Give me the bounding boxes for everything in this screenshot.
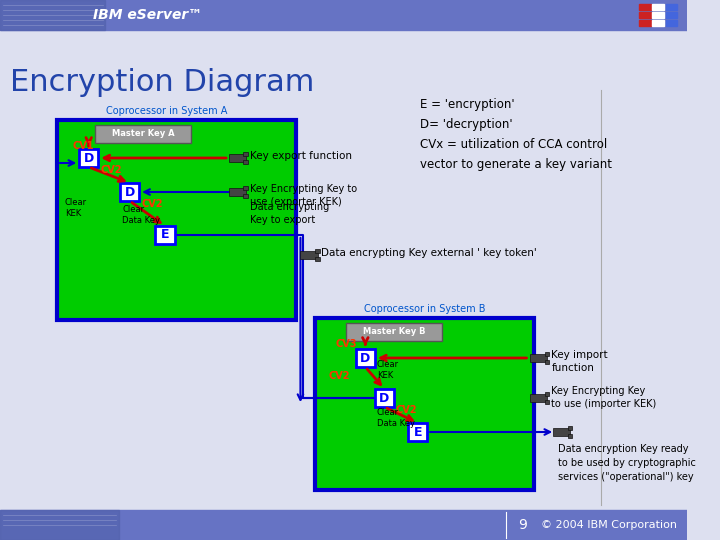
Bar [0,510,120,540]
Bar [408,423,427,441]
Bar [531,394,547,402]
Text: Clear
Data Key: Clear Data Key [122,205,160,225]
Bar [315,249,320,253]
Text: Key Encrypting Key to
use (exporter KEK): Key Encrypting Key to use (exporter KEK) [250,184,357,207]
Text: Data encrypting
Key to export: Data encrypting Key to export [250,202,329,225]
Bar [229,188,246,196]
Bar [315,318,534,490]
Bar [0,0,687,30]
Text: CV3: CV3 [336,339,357,349]
Text: Master Key B: Master Key B [363,327,426,336]
Bar [57,120,296,320]
Bar [666,12,678,18]
Bar [639,4,650,10]
Text: © 2004 IBM Corporation: © 2004 IBM Corporation [541,520,677,530]
Text: Clear
Data Key: Clear Data Key [377,408,415,428]
Text: E = 'encryption'
D= 'decryption'
CVx = utilization of CCA control
vector to gene: E = 'encryption' D= 'decryption' CVx = u… [420,98,612,171]
Bar [666,4,678,10]
Text: IBM eServer™: IBM eServer™ [94,8,202,22]
Bar [243,160,248,164]
Bar [375,389,394,407]
Bar [639,20,650,26]
Bar [156,226,174,244]
Bar [243,194,248,198]
Bar [553,428,570,436]
Bar [567,426,572,430]
Text: CV1: CV1 [73,141,94,151]
Text: CV2: CV2 [141,199,163,209]
Text: Coprocessor in System A: Coprocessor in System A [107,106,228,116]
Text: 9: 9 [518,518,527,532]
Text: Key export function: Key export function [250,151,352,161]
Text: Coprocessor in System B: Coprocessor in System B [364,304,485,314]
Text: D: D [379,392,390,404]
Bar [544,392,549,396]
Text: CV2: CV2 [100,165,122,175]
Text: Data encryption Key ready
to be used by cryptographic
services ("operational") k: Data encryption Key ready to be used by … [558,444,696,482]
Bar [666,20,678,26]
Text: E: E [413,426,422,438]
Bar [243,186,248,190]
Bar [0,0,105,30]
Text: Master Key A: Master Key A [112,130,174,138]
Bar [639,12,650,18]
Bar [356,349,375,367]
Bar [229,154,246,162]
Text: Clear
KEK: Clear KEK [65,198,87,218]
Bar [544,400,549,404]
Text: CV2: CV2 [396,405,418,415]
Bar [0,510,687,540]
Text: Key Encrypting Key
to use (importer KEK): Key Encrypting Key to use (importer KEK) [552,386,657,409]
Bar [315,257,320,261]
Text: CV2: CV2 [328,371,350,381]
Bar [652,4,664,10]
Bar [79,149,98,167]
Bar [567,434,572,438]
Bar [243,152,248,156]
Bar [300,251,318,259]
Bar [652,20,664,26]
Text: D: D [360,352,370,365]
Bar [531,354,547,362]
Text: Key import
function: Key import function [552,350,608,373]
Bar [652,12,664,18]
Bar [544,360,549,364]
Bar [95,125,191,143]
Bar [544,352,549,356]
Bar [120,183,139,201]
Text: Data encrypting Key external ' key token': Data encrypting Key external ' key token… [321,248,537,258]
Text: D: D [84,152,94,165]
Text: Clear
KEK: Clear KEK [377,360,399,380]
Text: E: E [161,228,169,241]
Text: Encryption Diagram: Encryption Diagram [9,68,314,97]
Bar [346,323,441,341]
Text: D: D [125,186,135,199]
